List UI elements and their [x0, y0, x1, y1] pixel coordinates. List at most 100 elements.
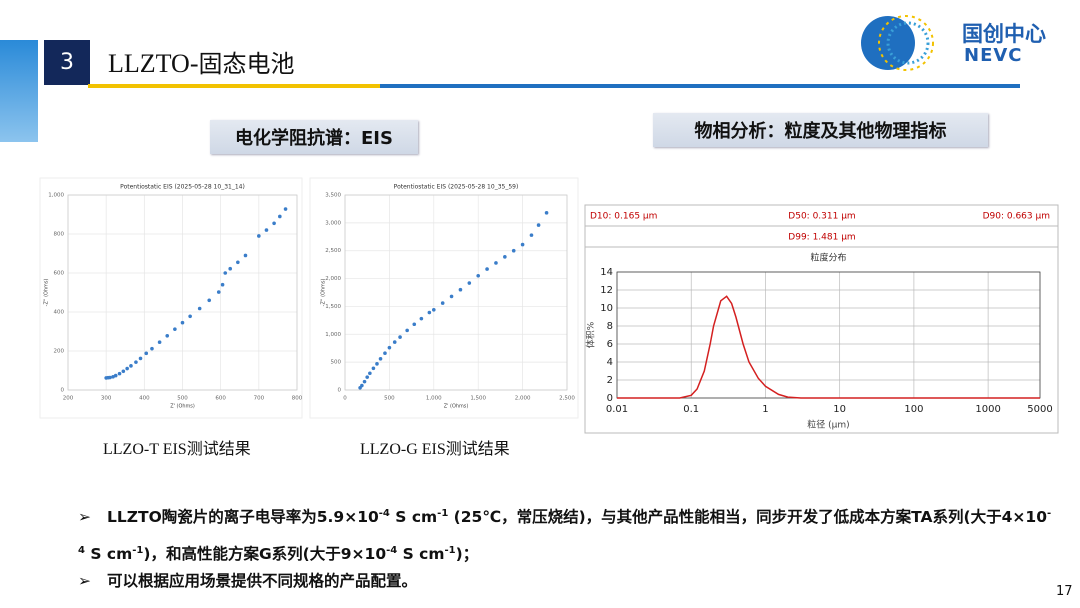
y-tick-label: 12: [600, 285, 613, 296]
data-point: [405, 328, 409, 333]
data-point: [365, 375, 370, 379]
data-point: [362, 379, 367, 384]
y-tick-label: 2,500: [325, 248, 341, 254]
chart-frame: [39, 177, 303, 419]
y-tick-label: 2,000: [325, 276, 341, 282]
data-point: [440, 301, 445, 305]
y-tick-label: 6: [607, 339, 613, 350]
x-tick-label: 2,500: [559, 396, 575, 402]
plot-frame: [67, 194, 298, 391]
data-point: [432, 307, 436, 312]
x-axis-label: Z' (Ohms): [170, 404, 195, 410]
x-tick-label: 1: [762, 404, 768, 415]
x-axis-label: Z' (Ohms): [444, 404, 469, 410]
chart-caption: LLZO-T EIS测试结果: [103, 441, 251, 458]
bullet-text: LLZTO陶瓷片的离子电导率为5.9×10: [107, 508, 379, 527]
logo-en: NEVC: [964, 45, 1023, 66]
chart-caption: LLZO-G EIS测试结果: [360, 441, 510, 458]
statistic: D10: 0.165 μm: [590, 212, 657, 222]
superscript: -1: [444, 545, 456, 557]
chart-title: 粒度分布: [810, 252, 846, 264]
side-bar: [0, 40, 38, 142]
data-point: [236, 260, 240, 265]
logo-mark: [861, 15, 934, 71]
data-point: [228, 266, 233, 271]
data-point: [157, 340, 162, 345]
bullet-text: S cm: [84, 545, 133, 564]
data-point: [387, 345, 392, 350]
y-tick-label: 800: [54, 232, 65, 238]
data-point: [427, 310, 432, 315]
statistic: D50: 0.311 μm: [788, 212, 855, 222]
bullet-text: )；: [455, 545, 479, 564]
data-point: [220, 282, 225, 287]
data-point: [520, 242, 525, 247]
bullet-marker: ➢: [78, 572, 91, 590]
section-label: 电化学阻抗谱：EIS: [210, 120, 418, 154]
y-tick-label: 0: [607, 393, 613, 404]
y-tick-label: 10: [600, 303, 613, 314]
data-point: [485, 267, 489, 271]
data-point: [536, 223, 541, 227]
x-tick-label: 10: [833, 404, 846, 415]
x-tick-label: 300: [101, 396, 112, 402]
bullet: ➢ LLZTO陶瓷片的离子电导率为5.9×10-4 S cm-1 (25℃，常压烧…: [78, 497, 1058, 571]
data-point: [360, 383, 364, 388]
y-tick-label: 8: [607, 321, 613, 332]
plot-frame: [344, 194, 568, 391]
data-point: [134, 360, 138, 364]
x-tick-label: 0.01: [606, 404, 628, 415]
statistic: D90: 0.663 μm: [983, 212, 1050, 222]
bullet-marker: ➢: [78, 508, 91, 527]
chart-frame: [309, 177, 579, 419]
slide-title: LLZTO-固态电池: [108, 44, 295, 79]
x-tick-label: 2,000: [515, 396, 531, 402]
data-point: [419, 316, 424, 321]
data-point: [129, 364, 133, 368]
data-point: [207, 298, 212, 303]
x-tick-label: 0: [343, 396, 347, 402]
data-point: [125, 366, 129, 371]
bullet-text: )，和高性能方案G系列(大于9×10: [143, 545, 387, 564]
plot-frame: [616, 271, 1041, 399]
superscript: -4: [386, 545, 398, 557]
data-point: [283, 207, 288, 211]
superscript: -4: [378, 508, 390, 519]
chart-title: Potentiostatic EIS (2025-05-28 10_35_59): [394, 184, 519, 191]
data-point: [138, 356, 143, 361]
rule-blue: [380, 84, 1020, 88]
data-point: [368, 371, 372, 376]
data-point: [257, 234, 261, 238]
x-tick-label: 600: [215, 396, 226, 402]
statistic: D99: 1.481 μm: [788, 233, 855, 243]
data-point: [544, 211, 549, 215]
data-point: [121, 369, 126, 374]
data-point: [371, 366, 376, 371]
data-point: [398, 335, 402, 339]
data-point: [494, 261, 498, 265]
y-tick-label: 200: [54, 349, 65, 355]
y-tick-label: 3,000: [325, 220, 341, 226]
data-point: [180, 320, 185, 325]
x-tick-label: 1000: [975, 404, 1000, 415]
data-point: [117, 371, 122, 376]
data-point: [216, 290, 221, 294]
data-point: [378, 357, 383, 361]
y-tick-label: 1,500: [325, 304, 341, 310]
y-tick-label: 3,500: [325, 193, 341, 199]
data-point: [458, 287, 463, 292]
data-point: [278, 214, 282, 219]
bullet: ➢ 可以根据应用场景提供不同规格的产品配置。: [78, 564, 1058, 598]
superscript: -1: [132, 545, 144, 557]
data-point: [243, 253, 248, 258]
superscript: -4: [78, 508, 1052, 557]
chart-frame: [584, 204, 1059, 434]
y-tick-label: 600: [54, 271, 65, 277]
data-point: [223, 271, 228, 275]
data-point: [375, 362, 379, 366]
x-tick-label: 700: [254, 396, 265, 402]
y-axis-label: -Z'' (Ohms): [44, 279, 50, 307]
x-tick-label: 0.1: [683, 404, 699, 415]
